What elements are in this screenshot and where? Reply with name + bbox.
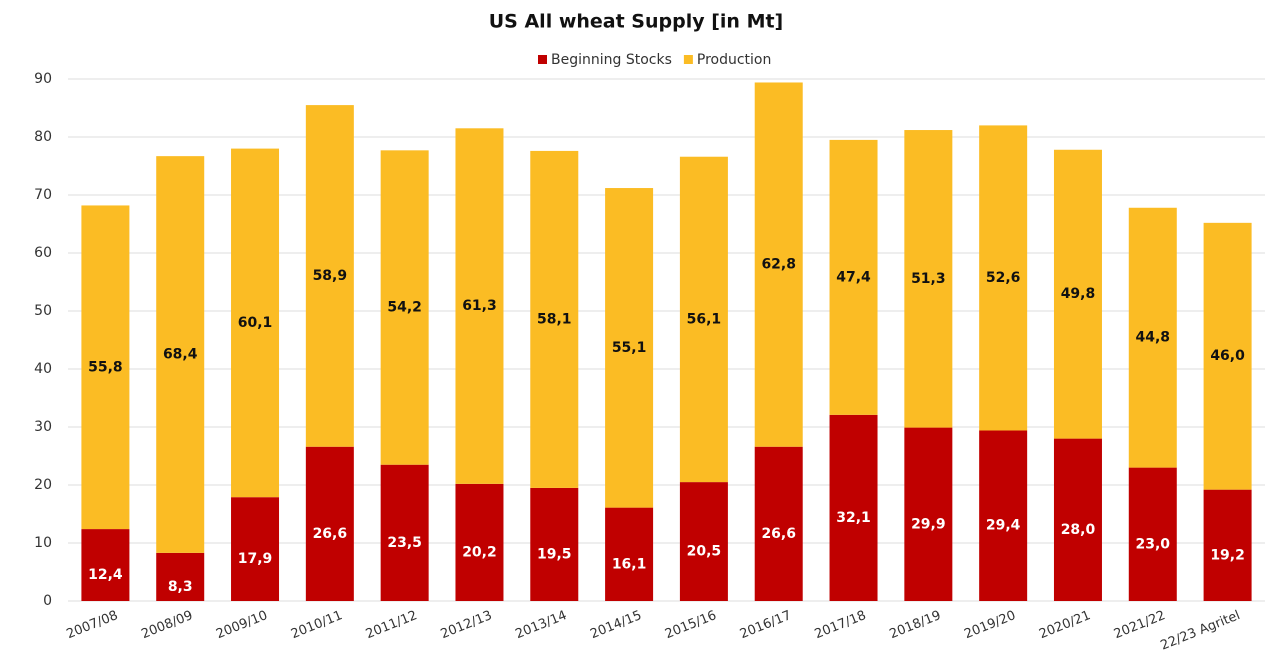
legend-swatch: [538, 55, 547, 64]
y-tick-label: 30: [34, 419, 52, 435]
data-label: 26,6: [313, 526, 348, 542]
x-tick-label: 22/23 Agritel: [1159, 608, 1243, 654]
data-label: 28,0: [1061, 522, 1096, 538]
bar-segment: [530, 487, 579, 601]
x-tick-label: 2010/11: [289, 608, 345, 642]
x-tick-label: 2020/21: [1037, 608, 1093, 642]
bar-segment: [605, 188, 654, 508]
x-tick-label: 2011/12: [364, 608, 420, 642]
x-tick-label: 2009/10: [214, 608, 270, 642]
bar-segment: [679, 482, 728, 601]
data-label: 60,1: [238, 315, 273, 331]
data-label: 61,3: [462, 298, 497, 314]
data-label: 19,5: [537, 546, 572, 562]
bar-segment: [231, 148, 280, 498]
legend-swatch: [683, 55, 693, 64]
y-tick-label: 0: [43, 593, 52, 609]
bar-segment: [904, 427, 953, 601]
data-label: 29,9: [911, 516, 946, 532]
bar-segment: [979, 125, 1028, 431]
x-tick-label: 2016/17: [738, 608, 794, 642]
data-label: 55,1: [612, 340, 647, 356]
data-label: 17,9: [238, 551, 273, 567]
x-tick-label: 2019/20: [962, 608, 1018, 642]
x-tick-label: 2013/14: [513, 608, 569, 642]
bar-segment: [1203, 489, 1252, 601]
bar-segment: [979, 430, 1028, 601]
x-tick-label: 2007/08: [65, 608, 121, 642]
data-label: 47,4: [836, 269, 871, 285]
data-label: 58,9: [313, 268, 348, 284]
bar-segment: [231, 497, 280, 601]
legend-label: Production: [697, 52, 771, 68]
bar-segment: [156, 156, 205, 553]
data-label: 20,2: [462, 544, 497, 560]
data-label: 29,4: [986, 518, 1021, 534]
y-tick-label: 80: [34, 129, 52, 145]
data-label: 54,2: [387, 300, 422, 316]
bar-segment: [1128, 207, 1177, 468]
bar-segment: [530, 150, 579, 488]
bar-segment: [156, 552, 205, 601]
bar-segment: [380, 464, 429, 601]
bar-segment: [1053, 438, 1102, 601]
bar-segment: [1203, 222, 1252, 490]
x-tick-label: 2015/16: [663, 608, 719, 642]
bar-segment: [1128, 467, 1177, 601]
y-tick-label: 60: [34, 245, 52, 261]
data-label: 26,6: [761, 526, 796, 542]
bar-segment: [455, 128, 504, 484]
bar-segment: [679, 156, 728, 483]
data-label: 56,1: [687, 311, 722, 327]
y-tick-label: 20: [34, 477, 52, 493]
x-tick-label: 2012/13: [439, 608, 495, 642]
chart-title: US All wheat Supply [in Mt]: [489, 11, 784, 33]
bar-segment: [904, 130, 953, 428]
x-tick-label: 2017/18: [813, 608, 869, 642]
data-label: 58,1: [537, 311, 572, 327]
x-tick-label: 2008/09: [139, 608, 195, 642]
data-label: 23,5: [387, 535, 422, 551]
y-tick-label: 90: [34, 71, 52, 87]
bar-segment: [754, 82, 803, 447]
bar-segment: [829, 414, 878, 601]
bar-segment: [81, 205, 130, 530]
data-label: 19,2: [1210, 547, 1245, 563]
bar-segment: [605, 507, 654, 601]
bar-segment: [455, 483, 504, 601]
x-tick-label: 2014/15: [588, 608, 644, 642]
y-tick-label: 50: [34, 303, 52, 319]
y-tick-label: 70: [34, 187, 52, 203]
bar-segment: [305, 446, 354, 601]
data-label: 44,8: [1136, 330, 1171, 346]
y-tick-label: 40: [34, 361, 52, 377]
data-label: 55,8: [88, 359, 123, 375]
data-label: 23,0: [1136, 536, 1171, 552]
x-tick-label: 2021/22: [1112, 608, 1168, 642]
legend-label: Beginning Stocks: [551, 52, 672, 68]
bar-segment: [829, 139, 878, 415]
data-label: 52,6: [986, 270, 1021, 286]
bar-segment: [305, 105, 354, 447]
data-label: 12,4: [88, 567, 123, 583]
data-label: 16,1: [612, 556, 647, 572]
bar-segment: [754, 446, 803, 601]
bar-segment: [1053, 149, 1102, 439]
x-tick-label: 2018/19: [887, 608, 943, 642]
data-label: 32,1: [836, 510, 871, 526]
data-label: 49,8: [1061, 286, 1096, 302]
data-label: 68,4: [163, 347, 198, 363]
data-label: 51,3: [911, 271, 946, 287]
data-label: 62,8: [761, 257, 796, 273]
data-label: 20,5: [687, 544, 722, 560]
data-label: 46,0: [1210, 348, 1245, 364]
bar-segment: [380, 150, 429, 465]
data-label: 8,3: [168, 579, 193, 595]
bar-segment: [81, 529, 130, 601]
y-tick-label: 10: [34, 535, 52, 551]
